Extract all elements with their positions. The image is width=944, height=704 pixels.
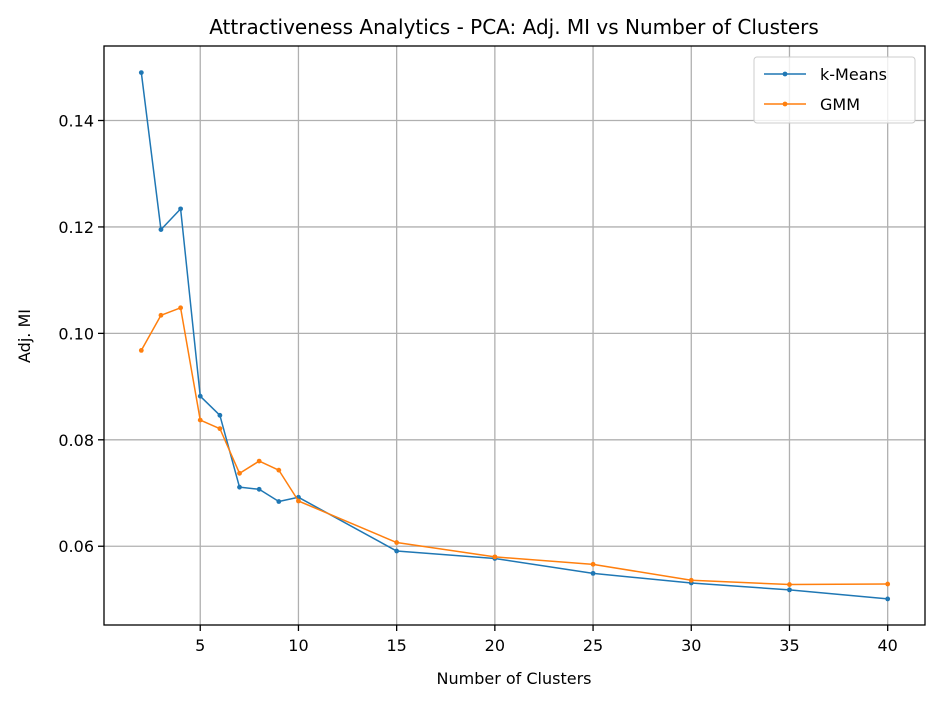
x-tick-label: 35 [779, 636, 799, 655]
data-point-k-means [885, 596, 891, 602]
data-point-gmm [256, 458, 262, 464]
data-point-gmm [197, 417, 203, 423]
data-point-k-means [217, 412, 223, 418]
data-point-gmm [276, 467, 282, 473]
data-point-gmm [158, 312, 164, 318]
data-point-gmm [590, 561, 596, 567]
x-tick-label: 40 [878, 636, 898, 655]
y-tick-label: 0.14 [58, 112, 94, 131]
data-point-k-means [197, 393, 203, 399]
x-tick-label: 30 [681, 636, 701, 655]
y-tick-label: 0.06 [58, 537, 94, 556]
data-point-gmm [885, 581, 891, 587]
data-point-k-means [178, 206, 184, 212]
grid [104, 46, 925, 625]
data-point-gmm [394, 540, 400, 545]
data-point-gmm [138, 348, 144, 353]
legend-label-k-means: k-Means [820, 65, 887, 84]
data-point-k-means [787, 587, 792, 593]
x-axis-label: Number of Clusters [437, 669, 592, 688]
legend-label-gmm: GMM [820, 95, 860, 114]
plot-frame [103, 45, 926, 626]
x-tick-label: 25 [583, 636, 603, 655]
y-tick-label: 0.12 [58, 218, 94, 237]
x-tick-label: 15 [386, 636, 406, 655]
y-axis-label: Adj. MI [15, 309, 34, 363]
data-point-gmm [178, 305, 184, 311]
data-point-k-means [276, 499, 282, 504]
chart-title: Attractiveness Analytics - PCA: Adj. MI … [209, 15, 819, 39]
data-point-gmm [787, 582, 792, 587]
legend-marker-k-means [782, 71, 788, 77]
data-point-gmm [492, 554, 498, 560]
y-tick-label: 0.10 [58, 324, 94, 343]
x-tick-label: 10 [288, 636, 308, 655]
data-point-k-means [256, 486, 262, 492]
data-point-k-means [138, 70, 144, 76]
series-layer [138, 70, 891, 602]
x-tick-label: 20 [485, 636, 505, 655]
data-point-gmm [296, 498, 301, 504]
x-axis-ticks: 5 10 15 20 25 30 35 40 [195, 625, 898, 655]
data-point-gmm [237, 470, 242, 476]
data-point-k-means [158, 227, 164, 232]
data-point-k-means [237, 484, 242, 490]
data-point-gmm [217, 426, 223, 432]
data-point-gmm [688, 577, 694, 583]
y-axis-ticks: 0.06 0.08 0.10 0.12 0.14 [58, 112, 104, 556]
legend: k-Means GMM [753, 56, 916, 124]
data-point-k-means [590, 570, 596, 576]
legend-marker-gmm [782, 101, 788, 107]
data-point-k-means [394, 548, 400, 554]
x-tick-label: 5 [195, 636, 205, 655]
y-tick-label: 0.08 [58, 431, 94, 450]
